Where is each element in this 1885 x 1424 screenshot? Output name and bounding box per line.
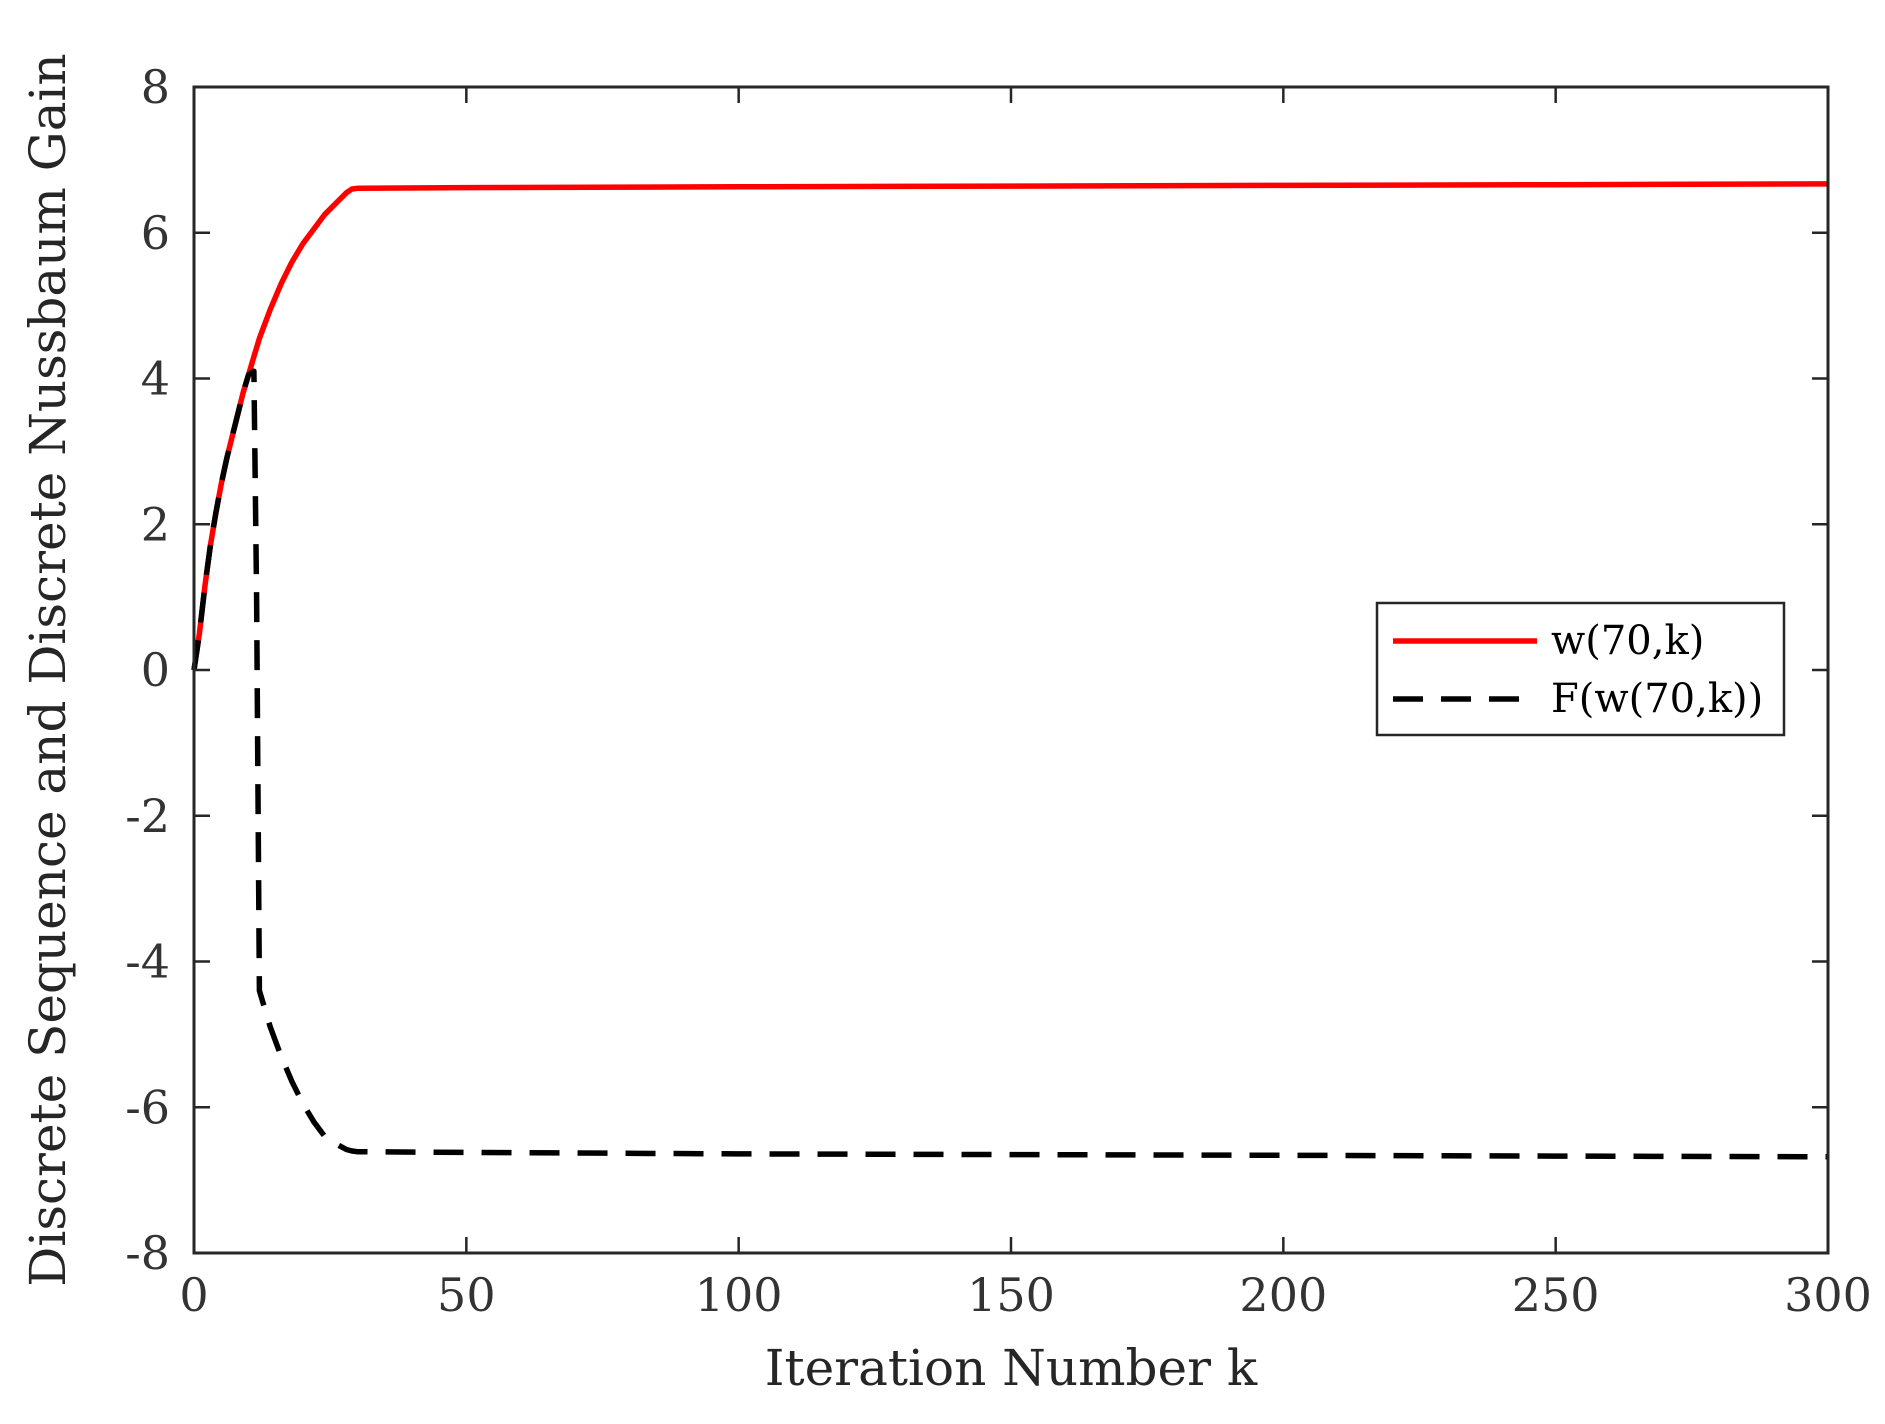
x-axis-ticks: 0 50 100 150 200 250 300 xyxy=(179,87,1872,1322)
y-tick-label: -2 xyxy=(125,789,170,843)
y-tick-label: 2 xyxy=(141,497,170,551)
y-axis-title: Discrete Sequence and Discrete Nussbaum … xyxy=(19,53,77,1286)
legend: w(70,k) F(w(70,k)) xyxy=(1375,601,1786,737)
y-axis-ticks: -8 -6 -4 -2 0 2 4 6 8 xyxy=(125,60,1828,1280)
series-line-w xyxy=(191,181,1829,671)
y-tick-label: 8 xyxy=(141,60,170,114)
plot-area xyxy=(191,181,1829,1160)
x-tick-label: 300 xyxy=(1784,1268,1872,1322)
x-axis-title: Iteration Number k xyxy=(765,1339,1258,1397)
y-tick-label: 6 xyxy=(141,206,170,260)
y-tick-label: -4 xyxy=(125,935,170,989)
y-tick-label: -6 xyxy=(125,1080,170,1134)
x-tick-label: 100 xyxy=(695,1268,783,1322)
legend-box xyxy=(1375,601,1786,737)
x-tick-label: 200 xyxy=(1239,1268,1327,1322)
legend-label: F(w(70,k)) xyxy=(1551,676,1763,722)
x-tick-label: 0 xyxy=(179,1268,208,1322)
x-tick-label: 250 xyxy=(1512,1268,1600,1322)
y-tick-label: -8 xyxy=(125,1226,170,1280)
y-tick-label: 0 xyxy=(141,643,170,697)
series-line-f-of-w xyxy=(191,368,1829,1160)
x-tick-label: 150 xyxy=(967,1268,1055,1322)
legend-label: w(70,k) xyxy=(1551,618,1704,664)
x-tick-label: 50 xyxy=(437,1268,496,1322)
y-tick-label: 4 xyxy=(141,352,170,406)
